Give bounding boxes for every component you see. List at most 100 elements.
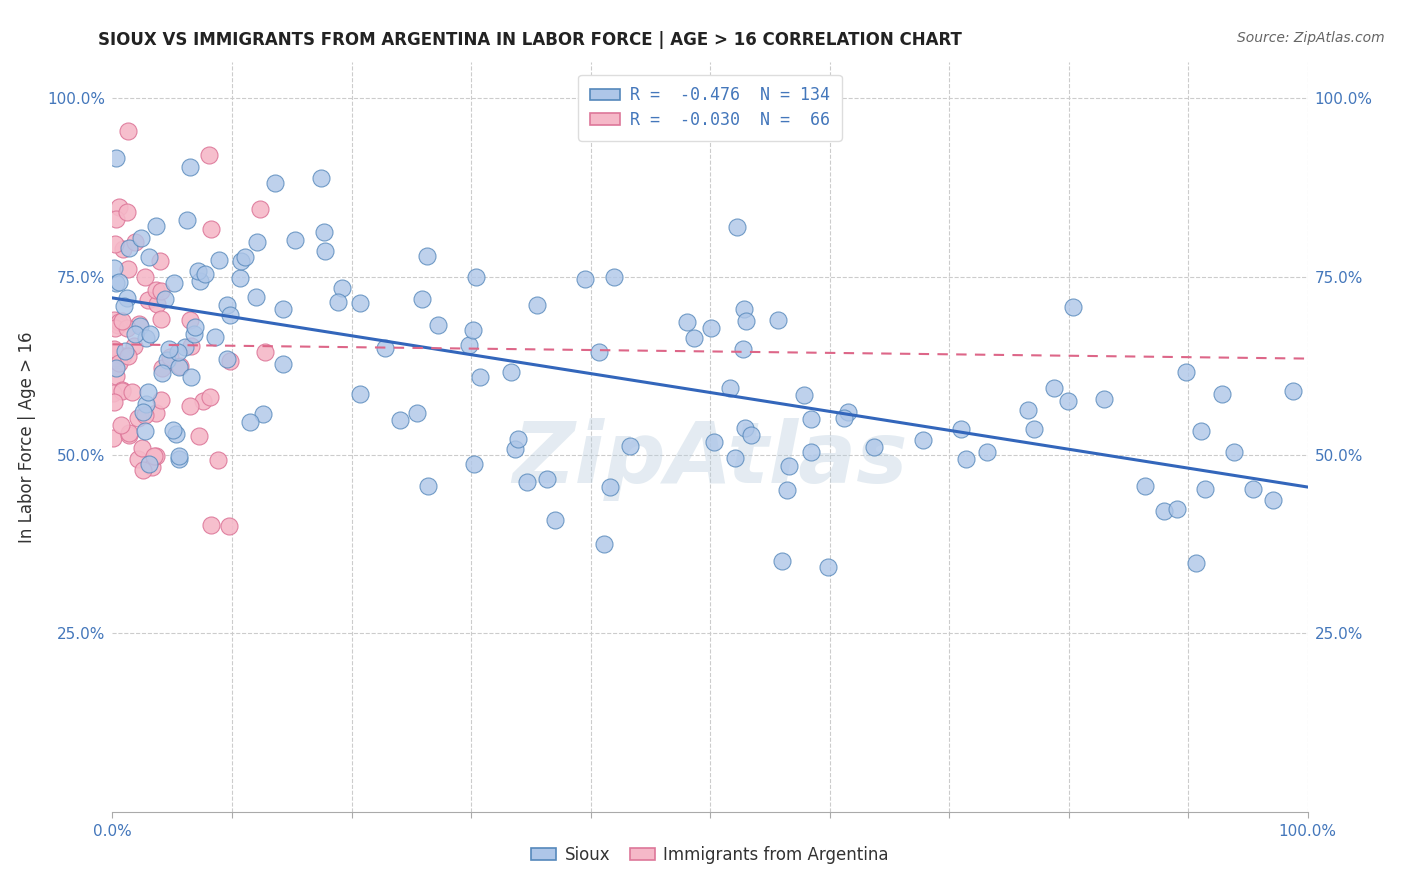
- Point: [169, 359, 191, 373]
- Point: [508, 432, 530, 446]
- Point: [138, 250, 160, 264]
- Point: [700, 321, 723, 335]
- Point: [218, 519, 240, 533]
- Point: [167, 344, 190, 359]
- Point: [427, 318, 450, 332]
- Point: [499, 365, 522, 379]
- Point: [703, 434, 725, 449]
- Point: [328, 295, 350, 310]
- Point: [103, 261, 125, 276]
- Point: [117, 349, 139, 363]
- Point: [136, 293, 159, 307]
- Point: [682, 331, 704, 345]
- Legend: Sioux, Immigrants from Argentina: Sioux, Immigrants from Argentina: [524, 839, 896, 871]
- Point: [309, 171, 332, 186]
- Point: [111, 242, 134, 256]
- Point: [912, 434, 935, 448]
- Point: [187, 429, 209, 443]
- Point: [179, 312, 201, 326]
- Point: [117, 124, 139, 138]
- Point: [1189, 424, 1212, 438]
- Point: [574, 272, 596, 286]
- Point: [145, 283, 167, 297]
- Point: [111, 384, 134, 398]
- Point: [104, 351, 127, 365]
- Point: [314, 244, 336, 259]
- Point: [800, 412, 823, 426]
- Point: [955, 451, 977, 466]
- Point: [149, 284, 172, 298]
- Point: [778, 458, 800, 473]
- Point: [179, 160, 201, 174]
- Point: [114, 343, 136, 358]
- Point: [187, 264, 209, 278]
- Point: [465, 269, 488, 284]
- Point: [145, 219, 167, 233]
- Point: [1092, 392, 1115, 406]
- Point: [252, 407, 274, 421]
- Point: [129, 318, 152, 333]
- Point: [103, 394, 125, 409]
- Point: [1057, 393, 1080, 408]
- Point: [101, 386, 124, 401]
- Point: [156, 352, 179, 367]
- Point: [837, 405, 859, 419]
- Point: [159, 350, 181, 364]
- Point: [117, 292, 139, 306]
- Point: [1194, 482, 1216, 496]
- Point: [115, 321, 138, 335]
- Point: [173, 340, 195, 354]
- Point: [112, 299, 135, 313]
- Point: [165, 427, 187, 442]
- Point: [200, 518, 222, 533]
- Point: [229, 271, 252, 285]
- Point: [184, 319, 207, 334]
- Point: [204, 329, 226, 343]
- Point: [218, 354, 240, 368]
- Point: [107, 318, 129, 333]
- Point: [149, 253, 172, 268]
- Point: [134, 409, 156, 423]
- Point: [284, 233, 307, 247]
- Point: [588, 345, 610, 359]
- Point: [136, 384, 159, 399]
- Point: [162, 423, 184, 437]
- Point: [330, 281, 353, 295]
- Point: [1184, 556, 1206, 570]
- Point: [143, 449, 166, 463]
- Point: [145, 296, 167, 310]
- Point: [104, 321, 127, 335]
- Point: [179, 400, 201, 414]
- Point: [118, 425, 141, 440]
- Point: [793, 388, 815, 402]
- Point: [167, 449, 190, 463]
- Point: [724, 450, 747, 465]
- Point: [108, 200, 131, 214]
- Point: [470, 370, 492, 384]
- Point: [245, 290, 267, 304]
- Point: [418, 479, 440, 493]
- Point: [127, 451, 149, 466]
- Point: [103, 312, 125, 326]
- Point: [111, 314, 134, 328]
- Point: [593, 537, 616, 551]
- Point: [388, 412, 411, 426]
- Point: [219, 309, 242, 323]
- Point: [105, 369, 128, 384]
- Point: [725, 220, 748, 235]
- Point: [117, 261, 139, 276]
- Point: [733, 342, 755, 356]
- Point: [145, 406, 167, 420]
- Point: [603, 270, 626, 285]
- Point: [463, 457, 485, 471]
- Point: [526, 298, 548, 312]
- Point: [124, 326, 146, 341]
- Point: [1281, 384, 1303, 398]
- Point: [1261, 493, 1284, 508]
- Point: [197, 148, 219, 162]
- Point: [718, 381, 741, 395]
- Point: [115, 205, 138, 219]
- Point: [349, 296, 371, 310]
- Point: [832, 410, 855, 425]
- Text: ZipAtlas: ZipAtlas: [512, 418, 908, 501]
